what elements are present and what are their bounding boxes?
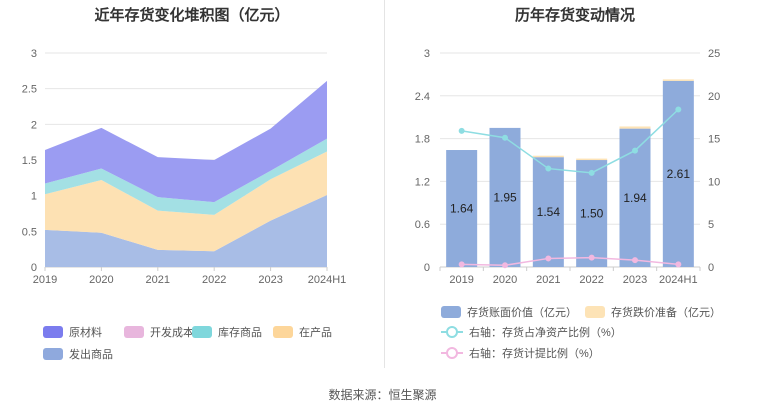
legend-item-发出商品[interactable]: 发出商品 xyxy=(43,346,113,362)
bar-data-label: 1.54 xyxy=(537,205,561,219)
x-tick-label: 2024H1 xyxy=(308,274,347,286)
legend-swatch xyxy=(43,326,63,338)
y-tick-label: 1.5 xyxy=(22,155,37,167)
x-tick-label: 2019 xyxy=(449,274,473,286)
legend-label: 发出商品 xyxy=(69,349,113,361)
x-tick-label: 2023 xyxy=(623,274,647,286)
y-tick-label: 0.5 xyxy=(22,226,37,238)
line-point xyxy=(588,169,595,176)
line-point xyxy=(588,254,595,261)
bar-impairment-reserve xyxy=(532,155,564,158)
legend-label: 右轴：存货计提比例（%） xyxy=(469,348,600,360)
line-series-provision-ratio xyxy=(461,256,679,267)
left-chart-title: 近年存货变化堆积图（亿元） xyxy=(94,7,290,24)
legend-label: 开发成本 xyxy=(150,327,194,339)
bar-data-label: 2.61 xyxy=(667,167,691,181)
y2-tick-label: 20 xyxy=(708,91,720,103)
bar-data-label: 1.94 xyxy=(623,191,647,205)
legend-item-原材料[interactable]: 原材料 xyxy=(43,324,102,340)
y-tick-label: 2.4 xyxy=(415,91,430,103)
legend-item-inventory-ratio[interactable]: 右轴：存货占净资产比例（%） xyxy=(441,324,622,340)
line-point xyxy=(675,106,682,113)
area-series-库存商品 xyxy=(45,138,327,215)
y2-tick-label: 0 xyxy=(708,262,714,274)
bar-inventory-value xyxy=(532,157,564,267)
bar-data-label: 1.95 xyxy=(493,190,517,204)
y2-tick-label: 5 xyxy=(708,219,714,231)
area-series-原材料 xyxy=(45,80,327,203)
legend-label: 存货跌价准备（亿元） xyxy=(611,307,721,319)
legend-item-库存商品[interactable]: 库存商品 xyxy=(192,324,262,340)
legend-item-impairment-reserve[interactable]: 存货跌价准备（亿元） xyxy=(585,304,721,320)
bar-impairment-reserve xyxy=(576,158,608,161)
line-point xyxy=(632,257,638,264)
y-tick-label: 0.6 xyxy=(415,219,430,231)
line-point xyxy=(632,147,638,154)
y-tick-label: 3 xyxy=(31,48,37,60)
x-tick-label: 2020 xyxy=(493,274,517,286)
bar-inventory-value xyxy=(446,150,478,267)
bar-inventory-value xyxy=(576,160,608,267)
x-tick-label: 2020 xyxy=(89,274,113,286)
y2-tick-label: 25 xyxy=(708,48,720,60)
x-tick-label: 2023 xyxy=(258,274,282,286)
y-tick-label: 0 xyxy=(31,262,37,274)
bar-impairment-reserve xyxy=(619,126,651,129)
line-point xyxy=(545,255,552,262)
legend-label: 原材料 xyxy=(69,327,102,339)
bar-line-chart: 0 0.6 1.2 1.8 2.4 3 0 5 10 15 20 25 2019 2020 2021 2022… xyxy=(415,48,721,286)
bar-data-label: 1.64 xyxy=(450,202,474,216)
legend-swatch xyxy=(124,326,144,338)
legend-swatch xyxy=(441,306,461,318)
y-tick-label: 1.8 xyxy=(415,134,430,146)
stacked-area-chart: 0 0.5 1 1.5 2 2.5 3 2019 2020 2021 2022 2023 2024H1 xyxy=(22,48,347,286)
legend-label: 右轴：存货占净资产比例（%） xyxy=(469,327,622,339)
x-tick-label: 2022 xyxy=(579,274,603,286)
legend-item-inventory-value[interactable]: 存货账面价值（亿元） xyxy=(441,304,577,320)
y-tick-label: 2.5 xyxy=(22,84,37,96)
legend-label: 存货账面价值（亿元） xyxy=(467,307,577,319)
legend-swatch xyxy=(273,326,293,338)
y-tick-label: 1 xyxy=(31,191,37,203)
legend-item-开发成本[interactable]: 开发成本 xyxy=(124,324,194,340)
x-tick-label: 2024H1 xyxy=(659,274,698,286)
legend-label: 在产品 xyxy=(299,327,332,339)
legend-item-provision-ratio[interactable]: 右轴：存货计提比例（%） xyxy=(441,345,600,361)
x-tick-label: 2021 xyxy=(146,274,170,286)
area-series-在产品 xyxy=(45,151,327,252)
line-point xyxy=(458,127,465,134)
legend-swatch xyxy=(192,326,212,338)
bar-inventory-value xyxy=(489,127,521,268)
bar-impairment-reserve xyxy=(662,79,694,81)
x-tick-label: 2021 xyxy=(536,274,560,286)
x-tick-label: 2022 xyxy=(202,274,226,286)
legend-label: 库存商品 xyxy=(218,327,262,339)
x-tick-label: 2019 xyxy=(33,274,57,286)
line-series-inventory-ratio xyxy=(461,108,679,174)
legend-line-marker-icon xyxy=(441,326,463,338)
line-point xyxy=(502,262,508,269)
line-point xyxy=(545,165,552,172)
right-chart-title: 历年存货变动情况 xyxy=(514,7,635,24)
y2-tick-label: 15 xyxy=(708,134,720,146)
bar-data-label: 1.50 xyxy=(580,207,604,221)
line-point xyxy=(502,134,508,141)
line-point xyxy=(675,261,682,268)
panel-divider xyxy=(384,0,385,368)
legend-item-在产品[interactable]: 在产品 xyxy=(273,324,332,340)
legend-swatch xyxy=(43,348,63,360)
y2-tick-label: 10 xyxy=(708,176,720,188)
data-source-note: 数据来源：恒生聚源 xyxy=(328,388,437,402)
legend-swatch xyxy=(585,306,605,318)
y-tick-label: 0 xyxy=(424,262,430,274)
y-tick-label: 3 xyxy=(424,48,430,60)
line-point xyxy=(458,261,465,268)
area-series-发出商品 xyxy=(45,194,327,267)
y-tick-label: 1.2 xyxy=(415,176,430,188)
y-tick-label: 2 xyxy=(31,119,37,131)
legend-line-marker-icon xyxy=(441,347,463,359)
